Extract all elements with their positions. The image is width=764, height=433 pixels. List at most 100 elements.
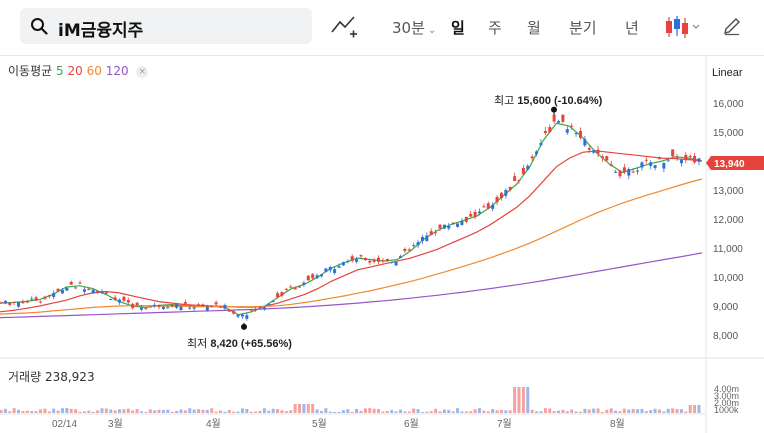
candle-body: [12, 301, 16, 303]
scale-type-toggle[interactable]: Linear: [712, 67, 743, 79]
candle-body: [363, 258, 367, 261]
volume-bar: [407, 411, 411, 413]
volume-bar: [627, 409, 631, 413]
volume-bar: [565, 411, 569, 413]
candle-body: [100, 291, 104, 294]
candle-body: [578, 130, 582, 138]
volume-bar: [649, 410, 653, 413]
volume-bar: [118, 409, 122, 413]
period-quarter-tab[interactable]: 분기: [569, 19, 597, 37]
volume-bar: [679, 409, 683, 413]
candle-body: [60, 290, 64, 294]
candle-body: [504, 189, 508, 196]
volume-bar: [109, 409, 113, 413]
candle-body: [521, 167, 525, 175]
volume-bar: [508, 410, 512, 413]
candle-body: [262, 307, 266, 310]
volume-bar: [662, 411, 666, 413]
candle-body: [0, 302, 3, 304]
period-week-tab[interactable]: 주: [488, 19, 502, 37]
candlestick-type-icon[interactable]: [664, 14, 704, 40]
candle-body: [456, 223, 460, 227]
candle-body: [91, 289, 95, 294]
candle-body: [157, 305, 161, 308]
candle-body: [139, 307, 143, 310]
volume-bar: [210, 408, 214, 413]
volume-bar: [298, 404, 302, 413]
volume-bar: [478, 408, 482, 413]
volume-bar: [394, 411, 398, 413]
moving-average-legend[interactable]: 이동평균 5 20 60 120 ×: [8, 62, 149, 79]
candle-body: [201, 304, 205, 306]
volume-bar: [434, 408, 438, 413]
period-year-tab[interactable]: 년: [625, 19, 639, 37]
ma-20-line: [0, 150, 703, 313]
candle-body: [557, 121, 561, 123]
close-icon[interactable]: ×: [136, 66, 149, 78]
candle-body: [570, 125, 574, 127]
period-day-tab[interactable]: 일: [451, 19, 465, 37]
ma-60-label: 60: [86, 64, 102, 78]
svg-text:최고 15,600 (-10.64%): 최고 15,600 (-10.64%): [494, 94, 603, 107]
time-tick: 4월: [206, 418, 221, 430]
volume-bar: [240, 408, 244, 413]
candle-body: [469, 214, 473, 217]
volume-bar: [82, 411, 86, 413]
candle-body: [293, 287, 297, 290]
pencil-icon[interactable]: [722, 16, 742, 36]
candle-body: [640, 162, 644, 168]
candle-body: [25, 301, 29, 303]
volume-bar: [697, 405, 701, 413]
candle-body: [284, 289, 288, 291]
candle-body: [289, 286, 293, 288]
candle-body: [74, 287, 78, 289]
volume-bar: [183, 410, 187, 413]
candle-body: [223, 305, 227, 309]
volume-bar: [0, 409, 3, 413]
volume-bar: [644, 411, 648, 413]
volume-bar: [341, 410, 345, 413]
volume-bar: [495, 410, 499, 413]
candle-body: [8, 302, 12, 305]
candle-body: [359, 255, 363, 257]
volume-bar: [289, 410, 293, 413]
volume-bar: [21, 411, 25, 413]
candle-body: [315, 275, 319, 279]
time-tick: 5월: [312, 418, 327, 430]
candle-body: [385, 258, 389, 261]
stock-search-value[interactable]: iM금융지주: [58, 21, 144, 41]
volume-bar: [429, 411, 433, 413]
candle-body: [622, 167, 626, 173]
candle-body: [166, 307, 170, 309]
volume-bar: [87, 410, 91, 413]
candle-body: [328, 267, 332, 271]
volume-bar: [43, 408, 47, 413]
ma-5-line: [0, 122, 703, 316]
ma-5-label: 5: [56, 64, 64, 78]
price-tick: 16,000: [713, 99, 744, 110]
volume-bar: [113, 410, 117, 413]
period-month-tab[interactable]: 월: [527, 19, 541, 37]
volume-bar: [587, 409, 591, 413]
volume-bar: [262, 408, 266, 413]
volume-bar: [205, 409, 209, 413]
candle-body: [170, 304, 174, 307]
period-30min-dropdown[interactable]: 30분 ⌄: [392, 19, 437, 37]
candle-body: [583, 139, 587, 146]
volume-bar: [666, 408, 670, 413]
volume-bar: [245, 408, 249, 413]
candle-body: [627, 168, 631, 176]
candle-body: [434, 232, 438, 234]
volume-bar: [486, 411, 490, 413]
volume-bar: [543, 408, 547, 413]
volume-bar: [276, 409, 280, 413]
trend-line-icon[interactable]: [330, 14, 358, 40]
volume-bar: [104, 408, 108, 413]
volume-bar: [3, 408, 7, 413]
candle-body: [337, 266, 341, 268]
candle-body: [341, 262, 345, 266]
candle-body: [464, 216, 468, 222]
volume-bar: [201, 409, 205, 413]
stock-search-box[interactable]: iM금융지주: [20, 8, 312, 44]
candle-body: [218, 306, 222, 308]
